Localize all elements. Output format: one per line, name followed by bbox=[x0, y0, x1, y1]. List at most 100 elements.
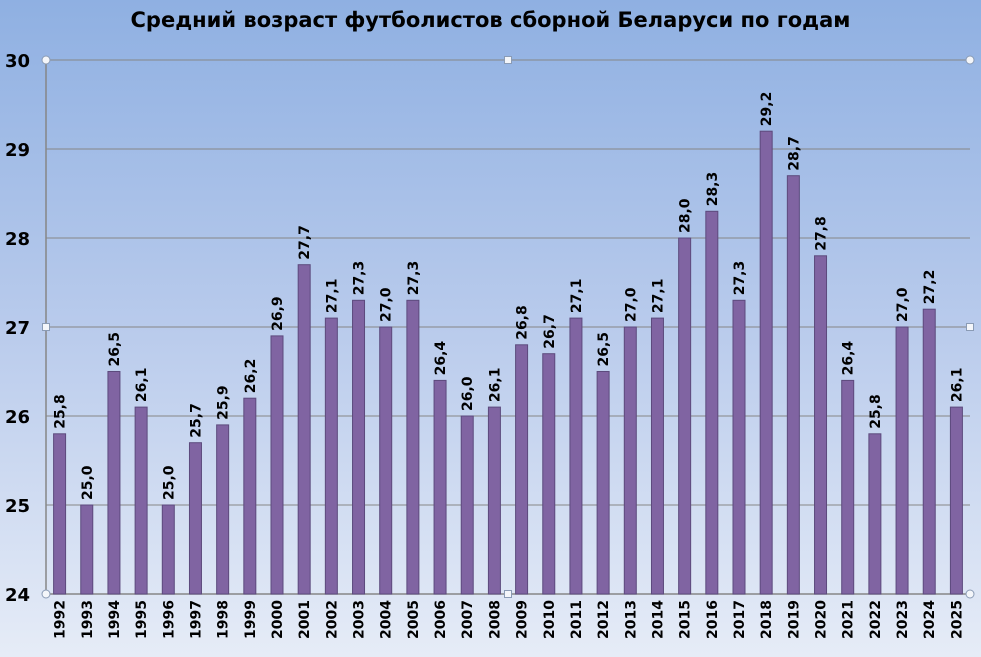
selection-handle bbox=[41, 55, 51, 65]
data-label: 27,3 bbox=[406, 261, 422, 296]
x-tick-label: 2016 bbox=[705, 600, 721, 639]
chart-title: Средний возраст футболистов сборной Бела… bbox=[130, 8, 851, 32]
bar bbox=[515, 344, 529, 595]
bar bbox=[379, 326, 393, 595]
x-tick-label: 2014 bbox=[650, 600, 666, 639]
bar bbox=[406, 299, 420, 595]
y-tick-label: 24 bbox=[5, 585, 30, 606]
selection-handle bbox=[42, 323, 50, 331]
x-tick-label: 2005 bbox=[406, 600, 422, 639]
bar bbox=[759, 130, 773, 595]
bar bbox=[243, 397, 257, 595]
bar bbox=[352, 299, 366, 595]
data-label: 27,7 bbox=[297, 225, 313, 260]
x-tick-label: 2008 bbox=[487, 600, 503, 639]
x-tick-label: 2021 bbox=[841, 600, 857, 639]
x-tick-label: 1999 bbox=[243, 600, 259, 639]
bar bbox=[460, 415, 474, 595]
data-label: 27,3 bbox=[352, 261, 368, 296]
data-label: 27,8 bbox=[814, 216, 830, 251]
bar bbox=[270, 335, 284, 595]
x-tick-label: 2003 bbox=[352, 600, 368, 639]
data-label: 28,3 bbox=[705, 172, 721, 207]
x-tick-label: 1998 bbox=[216, 600, 232, 639]
bar bbox=[569, 317, 583, 595]
selection-handle bbox=[504, 56, 512, 64]
y-tick-label: 29 bbox=[5, 140, 30, 161]
data-label: 26,7 bbox=[542, 314, 558, 349]
x-tick-label: 2000 bbox=[270, 600, 286, 639]
bar bbox=[107, 371, 121, 595]
data-label: 26,4 bbox=[841, 341, 857, 376]
data-label: 26,5 bbox=[107, 332, 123, 367]
data-label: 26,8 bbox=[515, 305, 531, 340]
x-tick-label: 1997 bbox=[188, 600, 204, 639]
data-label: 27,1 bbox=[650, 279, 666, 314]
data-label: 27,2 bbox=[922, 270, 938, 305]
bar bbox=[949, 406, 963, 595]
bar bbox=[53, 433, 67, 595]
data-label: 27,0 bbox=[623, 287, 639, 322]
data-label: 27,1 bbox=[324, 279, 340, 314]
data-label: 28,7 bbox=[786, 136, 802, 171]
data-label: 26,0 bbox=[460, 376, 476, 411]
x-tick-label: 1994 bbox=[107, 600, 123, 639]
selection-handle bbox=[504, 590, 512, 598]
data-label: 27,0 bbox=[379, 287, 395, 322]
y-tick-label: 28 bbox=[5, 229, 30, 250]
bar bbox=[216, 424, 230, 595]
data-label: 26,1 bbox=[487, 368, 503, 403]
x-tick-label: 2020 bbox=[814, 600, 830, 639]
x-tick-label: 2002 bbox=[324, 600, 340, 639]
selection-handle bbox=[965, 55, 975, 65]
bar bbox=[623, 326, 637, 595]
x-tick-label: 2010 bbox=[542, 600, 558, 639]
bar bbox=[324, 317, 338, 595]
bar bbox=[297, 264, 311, 595]
x-tick-label: 1996 bbox=[161, 600, 177, 639]
bar bbox=[705, 210, 719, 595]
data-label: 27,3 bbox=[732, 261, 748, 296]
x-tick-label: 2001 bbox=[297, 600, 313, 639]
data-label: 26,5 bbox=[596, 332, 612, 367]
bar bbox=[188, 442, 202, 595]
data-label: 27,0 bbox=[895, 287, 911, 322]
bar bbox=[922, 308, 936, 595]
bar bbox=[134, 406, 148, 595]
data-label: 26,1 bbox=[134, 368, 150, 403]
selection-handle bbox=[965, 589, 975, 599]
data-label: 26,1 bbox=[949, 368, 965, 403]
bar bbox=[433, 379, 447, 595]
x-tick-label: 2019 bbox=[786, 600, 802, 639]
bar bbox=[732, 299, 746, 595]
y-tick-label: 27 bbox=[5, 318, 30, 339]
x-tick-label: 2013 bbox=[623, 600, 639, 639]
x-tick-label: 2006 bbox=[433, 600, 449, 639]
data-label: 25,0 bbox=[80, 465, 96, 500]
bar bbox=[542, 353, 556, 595]
bar bbox=[786, 175, 800, 595]
bar bbox=[161, 504, 175, 595]
data-label: 29,2 bbox=[759, 92, 775, 127]
data-label: 26,4 bbox=[433, 341, 449, 376]
x-tick-label: 1993 bbox=[80, 600, 96, 639]
x-tick-label: 1995 bbox=[134, 600, 150, 639]
data-label: 25,0 bbox=[161, 465, 177, 500]
x-tick-label: 1992 bbox=[53, 600, 69, 639]
bar bbox=[650, 317, 664, 595]
data-label: 28,0 bbox=[678, 198, 694, 233]
data-label: 25,7 bbox=[188, 403, 204, 438]
selection-handle bbox=[41, 589, 51, 599]
bar bbox=[868, 433, 882, 595]
bar bbox=[596, 371, 610, 595]
data-label: 25,9 bbox=[216, 385, 232, 420]
data-label: 26,2 bbox=[243, 359, 259, 394]
bar bbox=[678, 237, 692, 595]
x-tick-label: 2011 bbox=[569, 600, 585, 639]
x-tick-label: 2024 bbox=[922, 600, 938, 639]
bar bbox=[841, 379, 855, 595]
y-tick-label: 26 bbox=[5, 407, 30, 428]
x-tick-label: 2012 bbox=[596, 600, 612, 639]
